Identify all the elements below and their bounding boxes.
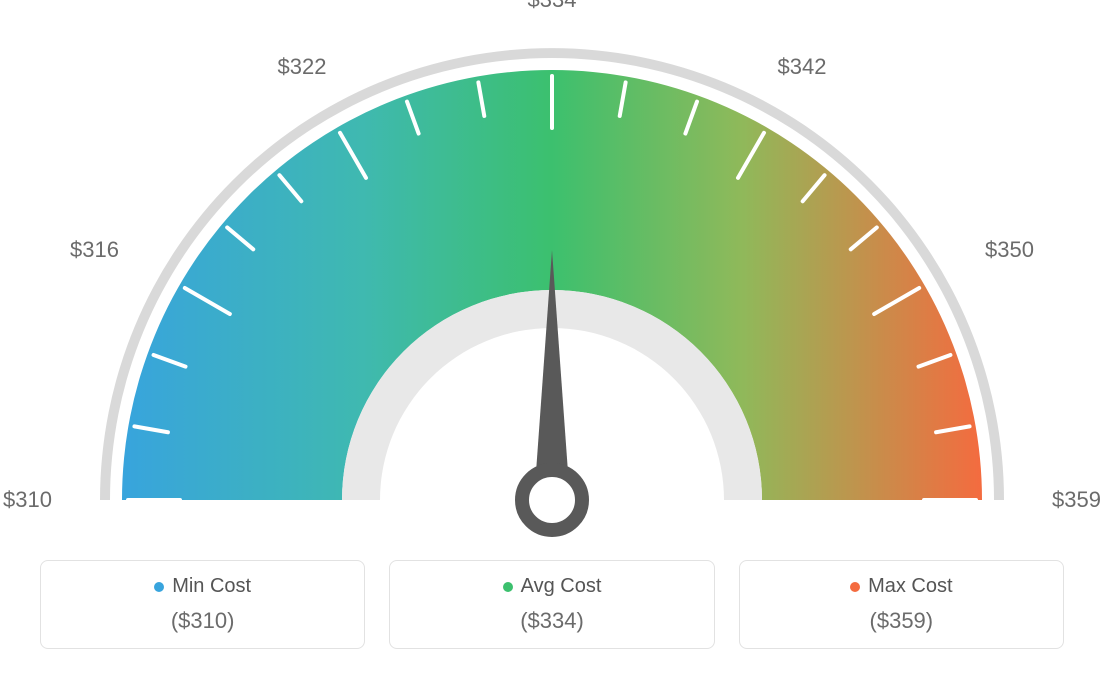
svg-text:$334: $334 (528, 0, 577, 12)
avg-cost-label: Avg Cost (521, 575, 602, 598)
svg-text:$316: $316 (70, 237, 119, 262)
gauge-chart: $310 $316 $322 $334 $342 $350 $359 (0, 0, 1104, 560)
svg-text:$350: $350 (985, 237, 1034, 262)
min-cost-dot (154, 582, 164, 592)
min-cost-title: Min Cost (51, 575, 354, 598)
max-cost-title: Max Cost (750, 575, 1053, 598)
gauge-svg: $310 $316 $322 $334 $342 $350 $359 (0, 0, 1104, 560)
max-cost-value: ($359) (750, 608, 1053, 634)
svg-text:$310: $310 (3, 487, 52, 512)
avg-cost-title: Avg Cost (400, 575, 703, 598)
svg-text:$359: $359 (1052, 487, 1101, 512)
svg-text:$322: $322 (278, 54, 327, 79)
max-cost-dot (850, 582, 860, 592)
avg-cost-dot (503, 582, 513, 592)
summary-cards: Min Cost ($310) Avg Cost ($334) Max Cost… (0, 560, 1104, 669)
min-cost-label: Min Cost (172, 575, 251, 598)
min-cost-value: ($310) (51, 608, 354, 634)
avg-cost-value: ($334) (400, 608, 703, 634)
avg-cost-card: Avg Cost ($334) (389, 560, 714, 649)
svg-text:$342: $342 (778, 54, 827, 79)
max-cost-card: Max Cost ($359) (739, 560, 1064, 649)
min-cost-card: Min Cost ($310) (40, 560, 365, 649)
max-cost-label: Max Cost (868, 575, 952, 598)
